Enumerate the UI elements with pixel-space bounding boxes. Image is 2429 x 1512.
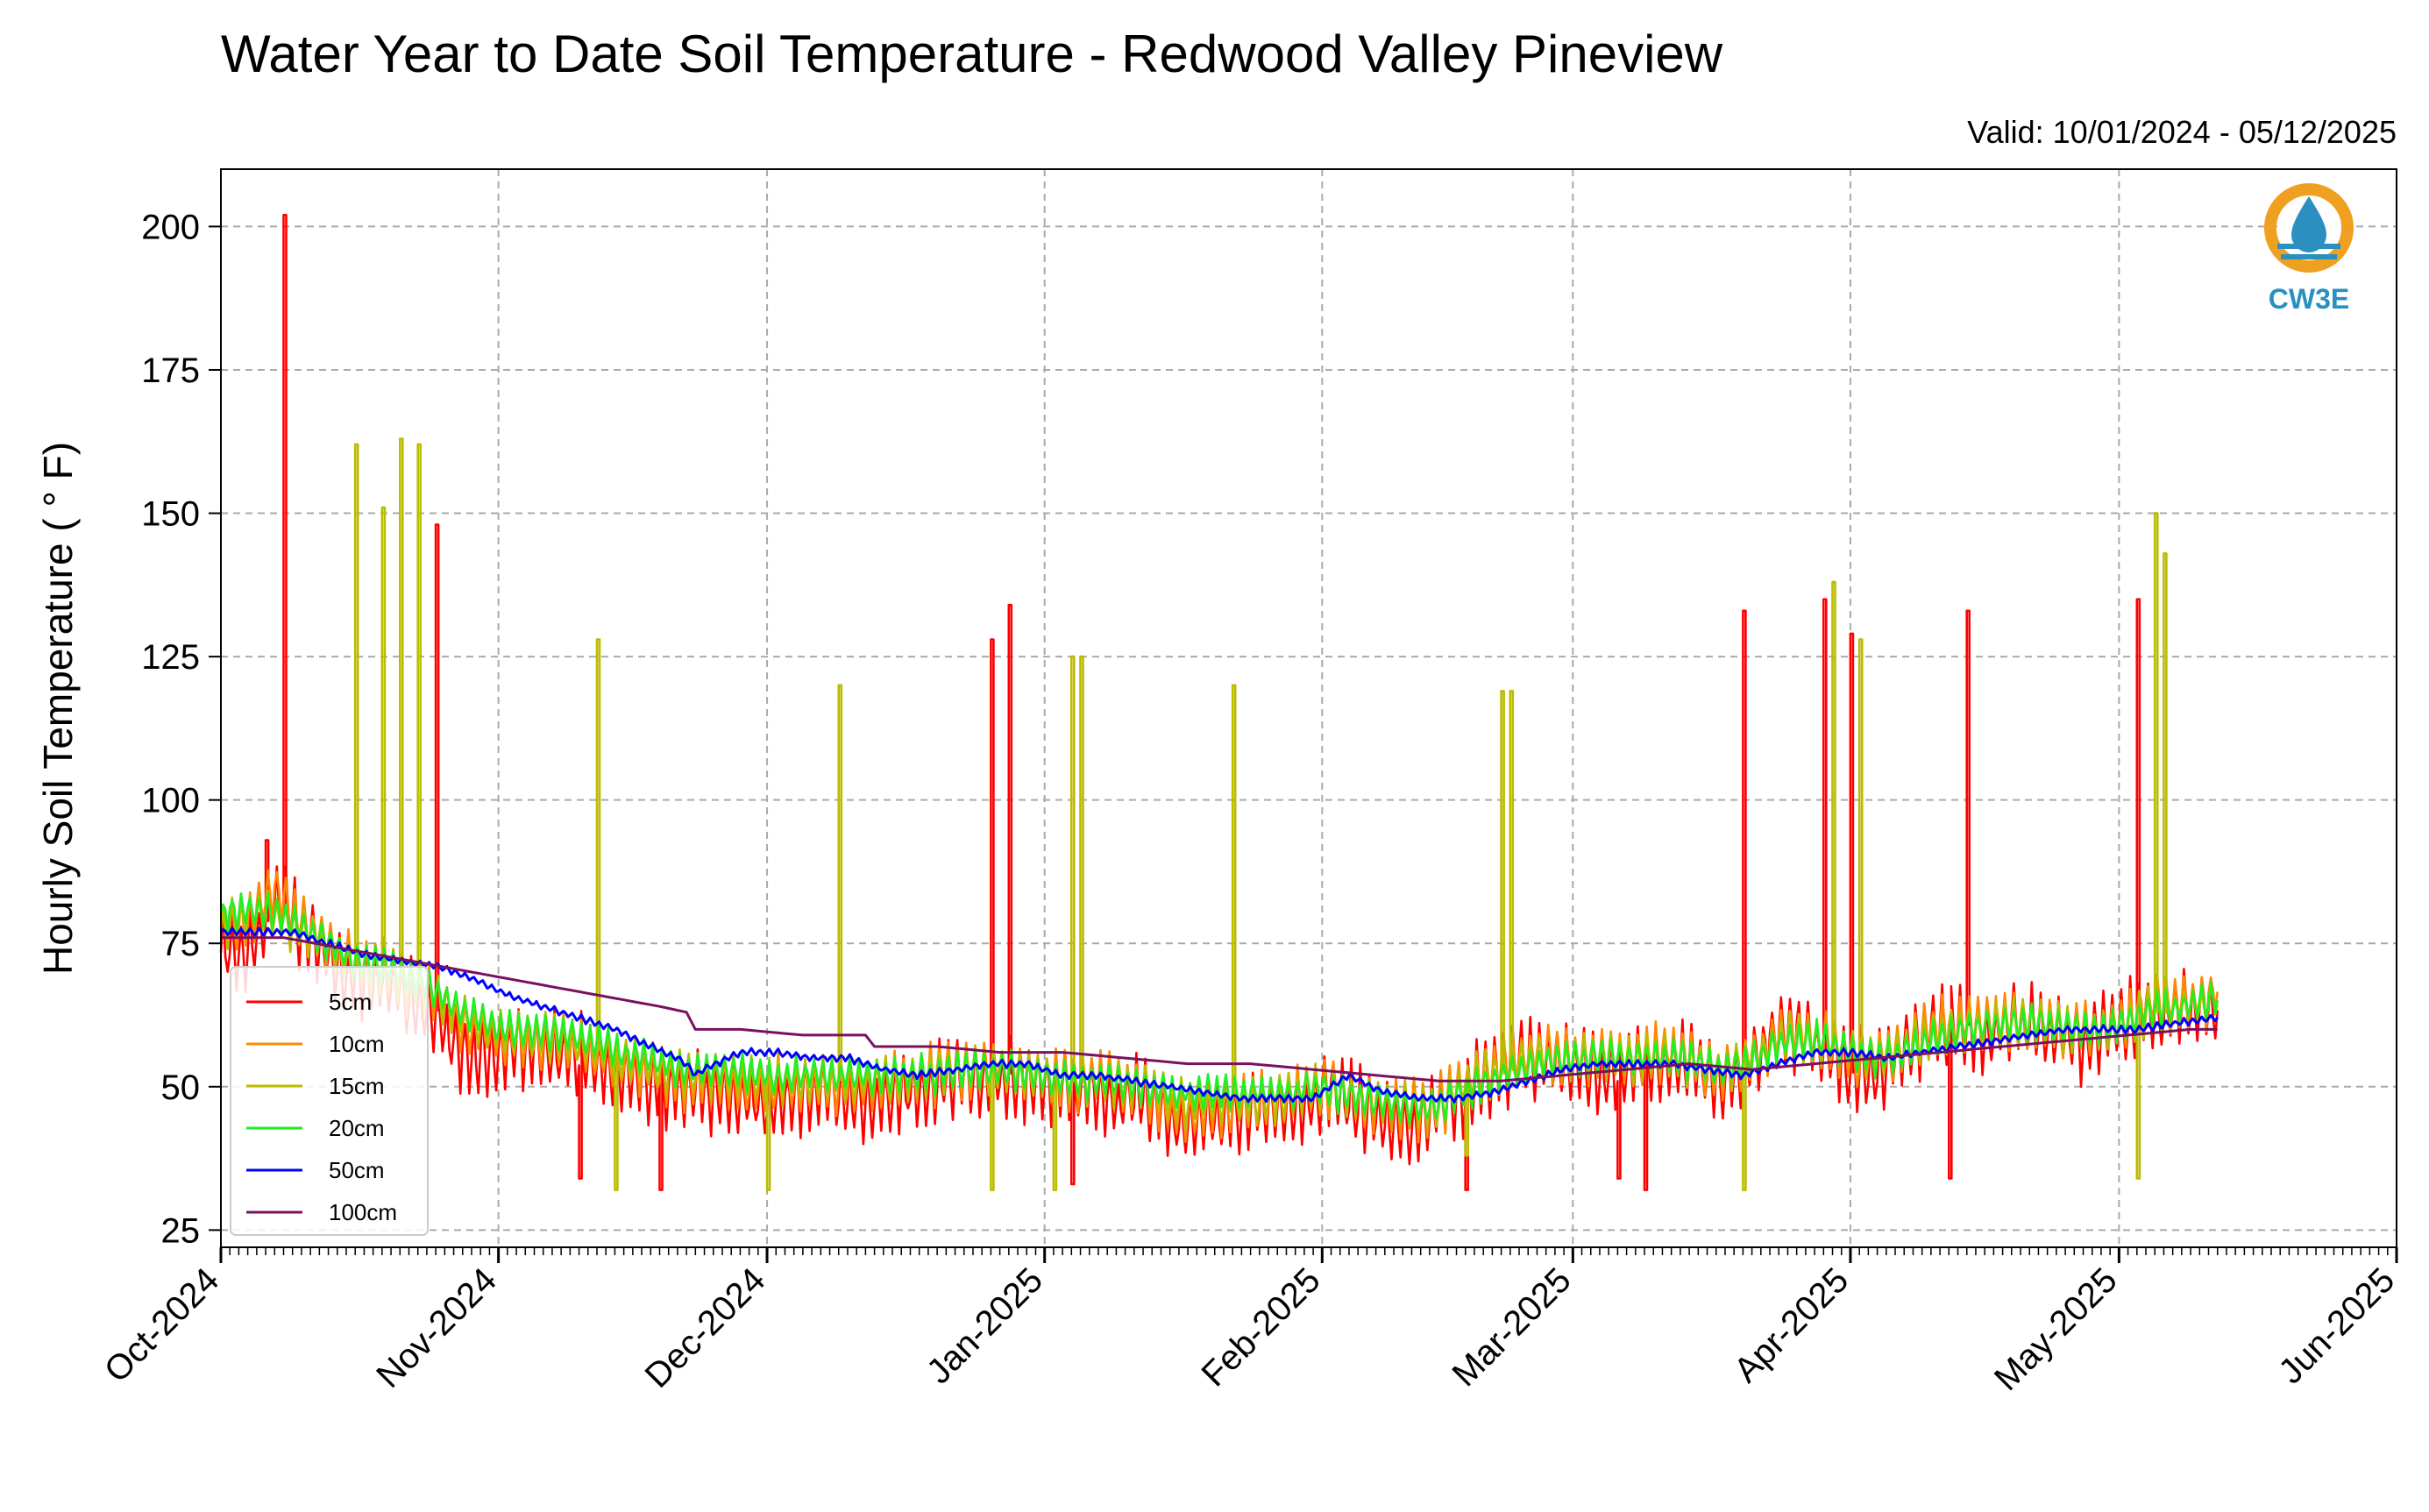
cw3e-logo: CW3E [2264,183,2354,315]
legend-label: 5cm [329,989,372,1015]
y-axis-label: Hourly Soil Temperature ( ° F) [35,442,81,975]
y-tick-label: 50 [161,1068,201,1107]
wave-line-icon [2281,254,2337,259]
series-line-100cm [221,936,2218,1083]
legend-label: 10cm [329,1031,385,1057]
legend: 5cm 10cm 15cm 20cm 50cm 100cm [230,966,429,1236]
y-tick-label: 100 [141,782,200,820]
legend-label: 20cm [329,1115,385,1141]
logo-ring [2264,183,2354,273]
plot-frame [220,168,2397,1248]
logo-text: CW3E [2269,283,2349,315]
y-tick-label: 175 [141,351,200,390]
y-tick-label: 150 [141,495,200,534]
plot-area [219,214,2219,1191]
y-axis: 25 50 75 100 125 150 175 200 [141,208,221,1250]
water-drop-icon [2291,196,2326,252]
legend-label: 15cm [329,1073,385,1099]
wave-line-icon [2277,244,2340,249]
y-tick-label: 25 [161,1211,201,1250]
legend-label: 50cm [329,1157,385,1183]
legend-label: 100cm [329,1199,397,1225]
y-tick-label: 125 [141,638,200,677]
series-line-50cm [219,926,2219,1104]
chart-subtitle: Valid: 10/01/2024 - 05/12/2025 [1967,114,2397,150]
y-tick-label: 75 [161,925,201,963]
chart-title: Water Year to Date Soil Temperature - Re… [221,25,1723,83]
legend-box [230,966,429,1236]
y-tick-label: 200 [141,208,200,246]
